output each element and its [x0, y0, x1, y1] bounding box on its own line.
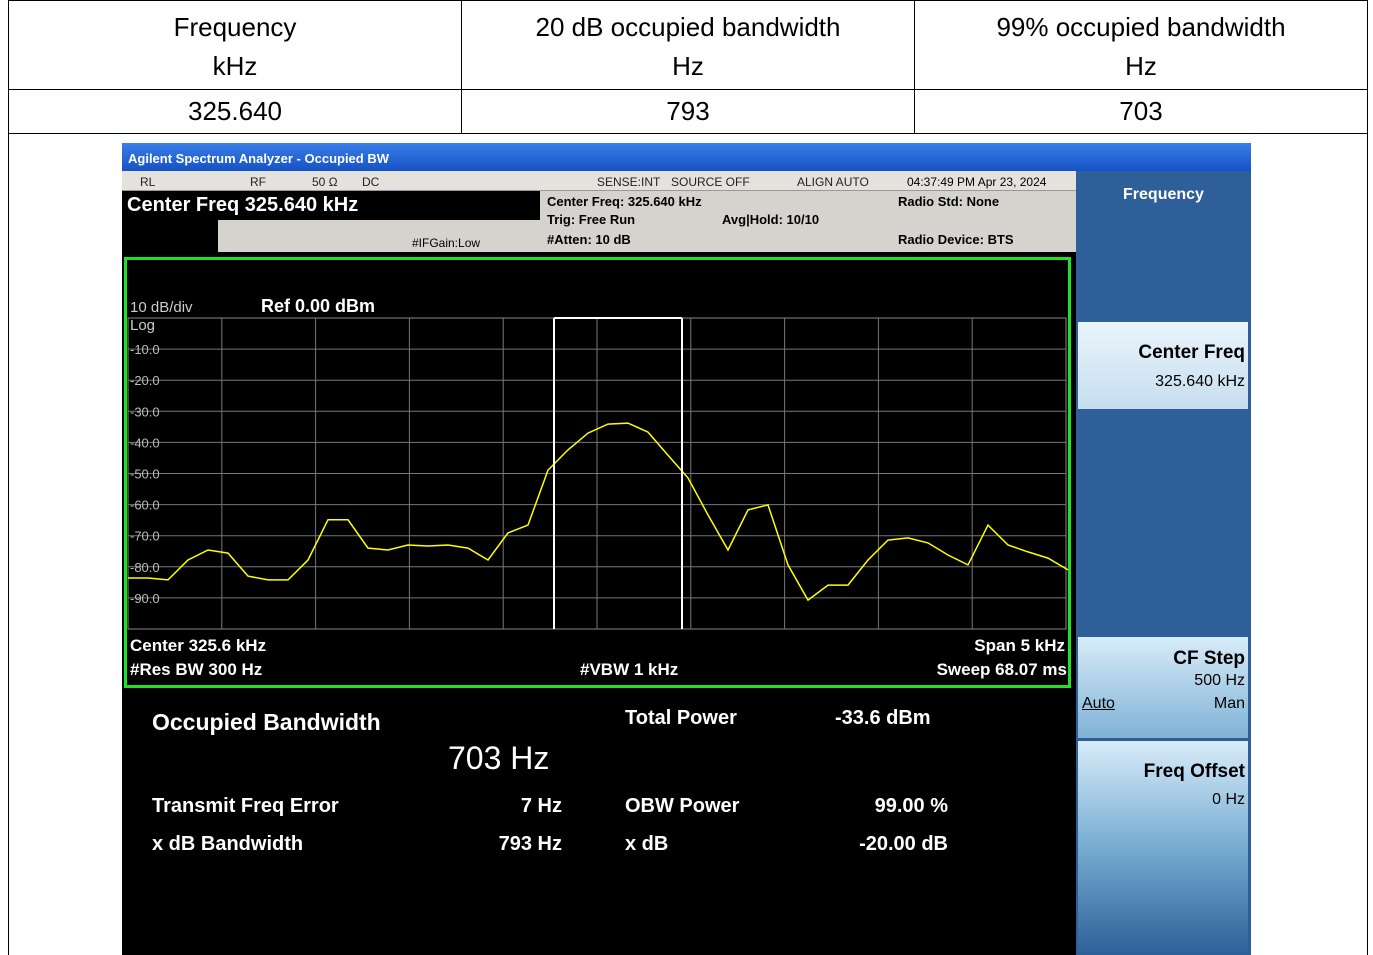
softkey-option[interactable]: Man [1213, 695, 1245, 712]
sweep: Sweep 68.07 ms [937, 660, 1067, 679]
table-border [8, 0, 1368, 1]
softkey-label: Center Freq [1138, 342, 1245, 363]
softkey-value: 0 Hz [1212, 791, 1245, 808]
center: Center 325.6 kHz [130, 636, 266, 655]
header-text: 99% occupied bandwidth [996, 12, 1286, 42]
table-border [1367, 0, 1368, 955]
setting: Trig: Free Run [547, 212, 636, 227]
trace [128, 422, 1069, 602]
vbw: #VBW 1 kHz [580, 660, 678, 679]
header-unit: Hz [1125, 51, 1157, 81]
cell: 793 [666, 96, 710, 126]
header-text: 20 dB occupied bandwidth [535, 12, 841, 42]
scale: 10 dB/div [130, 299, 193, 316]
softkey-label: CF Step [1173, 648, 1245, 669]
result-label: Transmit Freq Error [152, 795, 339, 817]
header-text: Frequency [173, 12, 297, 42]
result-value: 793 Hz [498, 833, 562, 855]
result-value: 99.00 % [874, 795, 948, 817]
setting: Avg|Hold: 10/10 [722, 212, 820, 227]
active-function: Center Freq 325.640 kHz [127, 194, 359, 216]
window-title: Agilent Spectrum Analyzer - Occupied BW [128, 151, 390, 166]
obw-value: 703 Hz [448, 740, 550, 776]
results-panel [124, 692, 1074, 955]
header-cell: Frequency kHz [9, 8, 461, 86]
table-border [914, 0, 915, 133]
softkey-value: 325.640 kHz [1155, 373, 1245, 390]
menu-title: Frequency [1123, 186, 1204, 203]
result-value: -33.6 dBm [835, 707, 931, 729]
y-tick-label: -90.0 [130, 591, 160, 606]
y-tick-label: -30.0 [130, 404, 160, 419]
setting: Center Freq: 325.640 kHz [547, 194, 702, 209]
active-function-box [122, 191, 540, 220]
status: 04:37:49 PM Apr 23, 2024 [907, 175, 1047, 189]
result-value: 7 Hz [520, 795, 562, 817]
ref-level: Ref 0.00 dBm [261, 296, 375, 316]
table-border [461, 0, 462, 133]
setting: Radio Device: BTS [898, 232, 1014, 247]
softkey-value: 500 Hz [1194, 672, 1245, 689]
y-tick-label: -50.0 [130, 467, 160, 482]
status: ALIGN AUTO [797, 175, 869, 189]
header-unit: Hz [672, 51, 704, 81]
setting: #Atten: 10 dB [547, 232, 631, 247]
softkey[interactable] [1078, 741, 1248, 955]
status: SOURCE OFF [671, 175, 750, 189]
if-gain: #IFGain:Low [412, 236, 481, 250]
softkey-label: Freq Offset [1143, 761, 1245, 782]
cell: 325.640 [188, 96, 282, 126]
softkey[interactable] [1078, 322, 1248, 409]
result-label: x dB Bandwidth [152, 833, 304, 855]
table-border [8, 133, 1368, 134]
header-cell: 99% occupied bandwidth Hz [915, 8, 1367, 86]
status-bar [122, 171, 1076, 191]
result-label: Total Power [625, 707, 737, 729]
softkey-option[interactable]: Auto [1082, 695, 1115, 712]
table-border [8, 0, 9, 955]
rbw: #Res BW 300 Hz [130, 660, 262, 679]
y-tick-label: -20.0 [130, 373, 160, 388]
table-border [8, 89, 1368, 90]
status: DC [362, 175, 380, 189]
status: RL [140, 175, 156, 189]
result-value: -20.00 dB [859, 833, 948, 855]
graph-border [124, 257, 1071, 688]
y-tick-label: -80.0 [130, 560, 160, 575]
status: 50 Ω [312, 175, 338, 189]
header-cell: 20 dB occupied bandwidth Hz [462, 8, 914, 86]
result-label: x dB [625, 833, 669, 855]
y-tick-label: -60.0 [130, 498, 160, 513]
entry-box [122, 220, 218, 252]
status: RF [250, 175, 266, 189]
plot: -10.0 -20.0 -30.0 -40.0 -50.0 -60.0 -70.0 -80.0… [128, 342, 1069, 606]
y-tick-label: -40.0 [130, 435, 160, 450]
cell: 703 [1119, 96, 1163, 126]
log-label: Log [130, 317, 155, 334]
title-bar [122, 143, 1251, 171]
status: SENSE:INT [597, 175, 661, 189]
header-unit: kHz [212, 51, 258, 81]
softkey[interactable] [1078, 637, 1248, 738]
y-tick-label: -10.0 [130, 342, 160, 357]
y-tick-label: -70.0 [130, 529, 160, 544]
setting: Radio Std: None [898, 194, 1000, 209]
span: Span 5 kHz [974, 636, 1065, 655]
result-title: Occupied Bandwidth [152, 709, 381, 735]
result-label: OBW Power [625, 795, 740, 817]
